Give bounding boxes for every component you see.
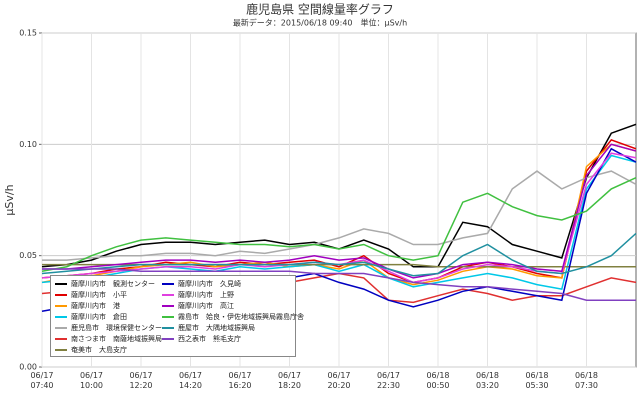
x-tick-label: 06/17 14:20 [178,371,203,390]
legend-entry: 薩摩川内市 小平 [55,289,162,300]
y-tick-label: 0.05 [19,251,37,260]
legend-swatch [162,282,174,285]
x-tick-label: 06/17 22:30 [376,371,401,390]
legend-entry: 薩摩川内市 観測センター [55,278,162,289]
x-tick-label: 06/17 16:20 [228,371,252,390]
legend-label: 鹿屋市 大隅地域振興局 [178,323,255,332]
x-tick-label: 06/18 05:30 [525,371,549,390]
x-tick-label: 06/17 12:20 [129,371,153,390]
x-tick-label: 06/18 00:50 [426,371,450,390]
legend-entry: 鹿児島市 環境保健センター [55,322,162,333]
legend-swatch [162,315,174,318]
chart-title: 鹿児島県 空間線量率グラフ [246,2,394,17]
series-line [41,232,637,277]
y-tick-label: 0.10 [19,140,37,149]
legend-label: 西之表市 熊毛支庁 [178,334,241,343]
legend-swatch [55,282,67,285]
legend-swatch [55,304,67,307]
legend-label: 南さつま市 南薩地域振興局 [71,334,162,343]
legend-entry: 南さつま市 南薩地域振興局 [55,333,162,344]
series-line [41,177,637,273]
legend-entry: 薩摩川内市 上野 [162,289,304,300]
legend: 薩摩川内市 観測センター 薩摩川内市 久見崎 薩摩川内市 小平 薩摩川内市 上野 薩摩川… [50,275,304,357]
legend-label: 鹿児島市 環境保健センター [71,323,162,332]
legend-entry: 西之表市 熊毛支庁 [162,333,304,344]
legend-entry: 奄美市 大島支庁 [55,344,162,355]
chart-subtitle: 最新データ：2015/06/18 09:40 単位：μSv/h [233,18,407,28]
legend-entry: 鹿屋市 大隅地域振興局 [162,322,304,333]
x-tick-label: 06/18 03:20 [475,371,500,390]
legend-label: 薩摩川内市 高江 [178,301,234,310]
y-tick-label: 0.00 [19,363,37,372]
x-tick-label: 06/17 07:40 [30,371,54,390]
legend-swatch [55,337,67,340]
legend-label: 薩摩川内市 観測センター [71,279,155,288]
x-tick-label: 06/18 07:30 [574,371,599,390]
series-line [42,143,637,279]
legend-swatch [55,348,67,351]
legend-entry: 薩摩川内市 高江 [162,300,304,311]
legend-label: 薩摩川内市 久見崎 [178,279,241,288]
legend-label: 薩摩川内市 港 [71,301,120,310]
legend-label: 霧島市 姶良・伊佐地域振興局霧島庁舎 [178,312,304,321]
legend-label: 薩摩川内市 上野 [178,290,234,299]
legend-label: 奄美市 大島支庁 [71,345,127,354]
series-line [42,170,637,261]
y-axis-label: μSv/h [3,184,16,215]
legend-swatch [162,293,174,296]
legend-swatch [162,304,174,307]
legend-swatch [55,326,67,329]
legend-swatch [162,337,174,340]
series-line [42,268,636,301]
x-tick-label: 06/17 20:20 [327,371,351,390]
legend-label: 薩摩川内市 倉田 [71,312,127,321]
series-line [41,143,637,286]
legend-swatch [55,293,67,296]
legend-entry: 薩摩川内市 港 [55,300,162,311]
legend-entry: 薩摩川内市 久見崎 [162,278,304,289]
legend-entry: 薩摩川内市 倉田 [55,311,162,322]
legend-label: 薩摩川内市 小平 [71,290,127,299]
legend-swatch [55,315,67,318]
legend-entry: 霧島市 姶良・伊佐地域振興局霧島庁舎 [162,311,304,322]
y-tick-label: 0.15 [19,29,37,38]
x-tick-label: 06/17 18:20 [277,371,302,390]
x-tick-label: 06/17 10:00 [79,371,104,390]
legend-swatch [162,326,174,329]
